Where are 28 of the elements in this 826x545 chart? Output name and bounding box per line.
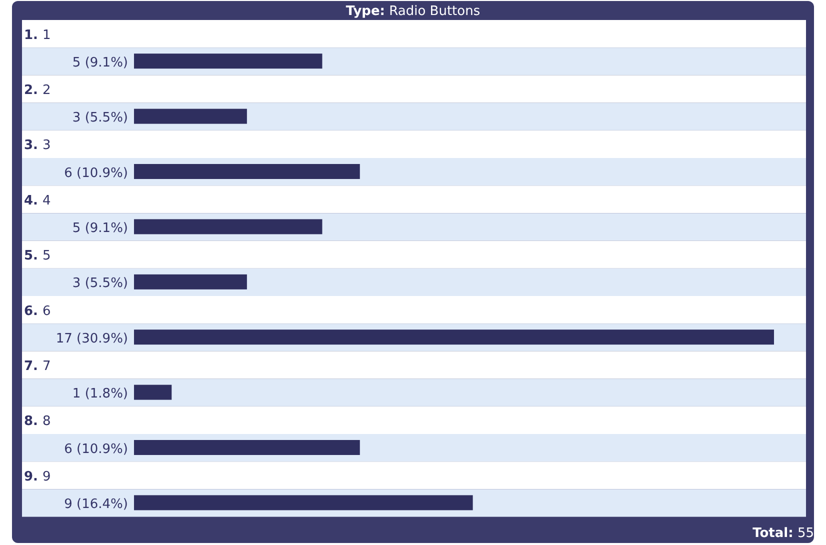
y-tick-label: 4. 4 xyxy=(24,193,51,208)
chart-title: Type: Radio Buttons xyxy=(346,4,480,19)
data-label: 5 (9.1%) xyxy=(72,221,128,236)
data-label: 9 (16.4%) xyxy=(64,497,128,512)
bar xyxy=(134,54,322,69)
y-tick-label: 6. 6 xyxy=(24,304,51,319)
data-label: 3 (5.5%) xyxy=(72,276,128,292)
data-label: 3 (5.5%) xyxy=(72,110,128,126)
y-tick-label: 9. 9 xyxy=(24,469,51,484)
y-tick-label: 2. 2 xyxy=(24,83,51,98)
y-tick-label: 3. 3 xyxy=(24,138,51,154)
bar xyxy=(134,219,322,234)
y-tick-label: 5. 5 xyxy=(24,248,51,264)
bar xyxy=(134,164,360,179)
y-tick-label: 7. 7 xyxy=(24,359,51,374)
bar xyxy=(134,108,247,124)
bar xyxy=(134,440,360,455)
data-label: 6 (10.9%) xyxy=(64,166,128,181)
y-tick-label: 8. 8 xyxy=(24,414,51,430)
y-tick-label: 1. 1 xyxy=(24,28,51,43)
data-label: 1 (1.8%) xyxy=(72,386,128,402)
bar xyxy=(134,495,473,510)
text: Total: 55 xyxy=(752,526,814,541)
data-label: 17 (30.9%) xyxy=(56,331,128,346)
data-label: 5 (9.1%) xyxy=(72,55,128,70)
data-label: 6 (10.9%) xyxy=(64,442,128,457)
bar xyxy=(134,274,247,290)
bar xyxy=(134,384,172,400)
